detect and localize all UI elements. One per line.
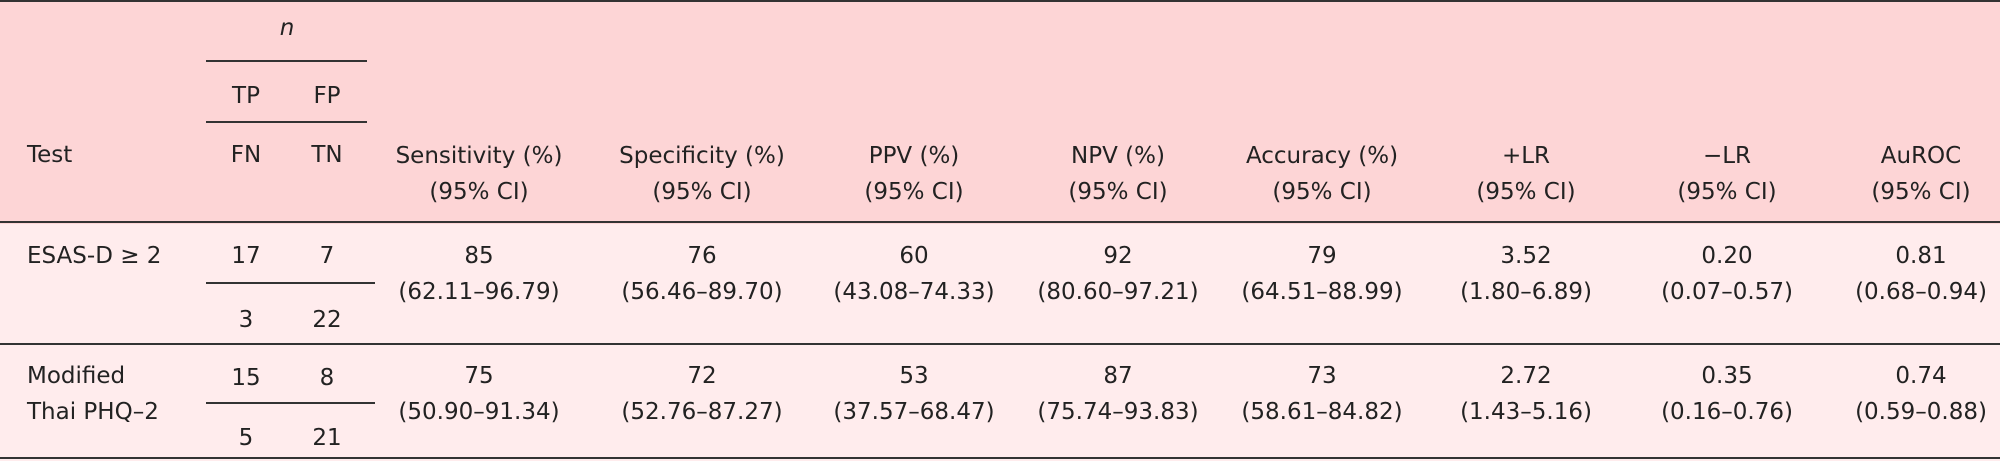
header-accuracy: Accuracy (%) (95% CI) <box>1245 143 1399 205</box>
row1-test: ESAS-D ≥ 2 <box>27 243 162 269</box>
row2-auroc: 0.74 (0.59–0.88) <box>1855 363 1987 425</box>
header-ppv: PPV (%) (95% CI) <box>864 143 964 205</box>
row2-cell-divider <box>206 402 375 404</box>
header-specificity: Specificity (%) (95% CI) <box>619 143 785 205</box>
header-minus-lr: −LR (95% CI) <box>1677 143 1777 205</box>
row2-minus-lr: 0.35 (0.16–0.76) <box>1661 363 1793 425</box>
row1-cell-divider <box>206 282 375 284</box>
fn-header: FN <box>230 142 262 168</box>
test-header: Test <box>27 142 73 168</box>
header-npv: NPV (%) (95% CI) <box>1068 143 1168 205</box>
header-sensitivity: Sensitivity (%) (95% CI) <box>395 143 563 205</box>
n-header: n <box>279 15 295 41</box>
header-plus-lr: +LR (95% CI) <box>1476 143 1576 205</box>
row2-sensitivity: 75 (50.90–91.34) <box>398 363 560 425</box>
row-separator <box>0 343 2000 345</box>
row1-fn: 3 <box>238 307 254 333</box>
row1-specificity: 76 (56.46–89.70) <box>621 243 783 305</box>
row1-minus-lr: 0.20 (0.07–0.57) <box>1661 243 1793 305</box>
row1-ppv: 60 (43.08–74.33) <box>833 243 995 305</box>
row1-npv: 92 (80.60–97.21) <box>1037 243 1199 305</box>
row2-test: Modified Thai PHQ–2 <box>27 363 159 425</box>
row2-ppv: 53 (37.57–68.47) <box>833 363 995 425</box>
row2-plus-lr: 2.72 (1.43–5.16) <box>1460 363 1592 425</box>
row1-sensitivity: 85 (62.11–96.79) <box>398 243 560 305</box>
row1-fp: 7 <box>319 243 335 269</box>
row2-fn: 5 <box>238 425 254 451</box>
row2-fp: 8 <box>319 365 335 391</box>
header-auroc: AuROC (95% CI) <box>1871 143 1971 205</box>
row2-npv: 87 (75.74–93.83) <box>1037 363 1199 425</box>
tn-header: TN <box>311 142 343 168</box>
header-bottom-rule <box>0 221 2000 223</box>
row2-tn: 21 <box>312 425 342 451</box>
row1-auroc: 0.81 (0.68–0.94) <box>1855 243 1987 305</box>
table-bottom-rule <box>0 457 2000 459</box>
row1-tp: 17 <box>231 243 261 269</box>
tp-fp-underline <box>206 121 367 123</box>
row2-tp: 15 <box>231 365 261 391</box>
row1-accuracy: 79 (64.51–88.99) <box>1241 243 1403 305</box>
row1-tn: 22 <box>312 307 342 333</box>
table-header-background <box>0 0 2000 224</box>
row2-specificity: 72 (52.76–87.27) <box>621 363 783 425</box>
fp-header: FP <box>313 83 341 109</box>
row2-accuracy: 73 (58.61–84.82) <box>1241 363 1403 425</box>
n-underline <box>206 60 367 62</box>
row1-plus-lr: 3.52 (1.80–6.89) <box>1460 243 1592 305</box>
tp-header: TP <box>232 83 260 109</box>
